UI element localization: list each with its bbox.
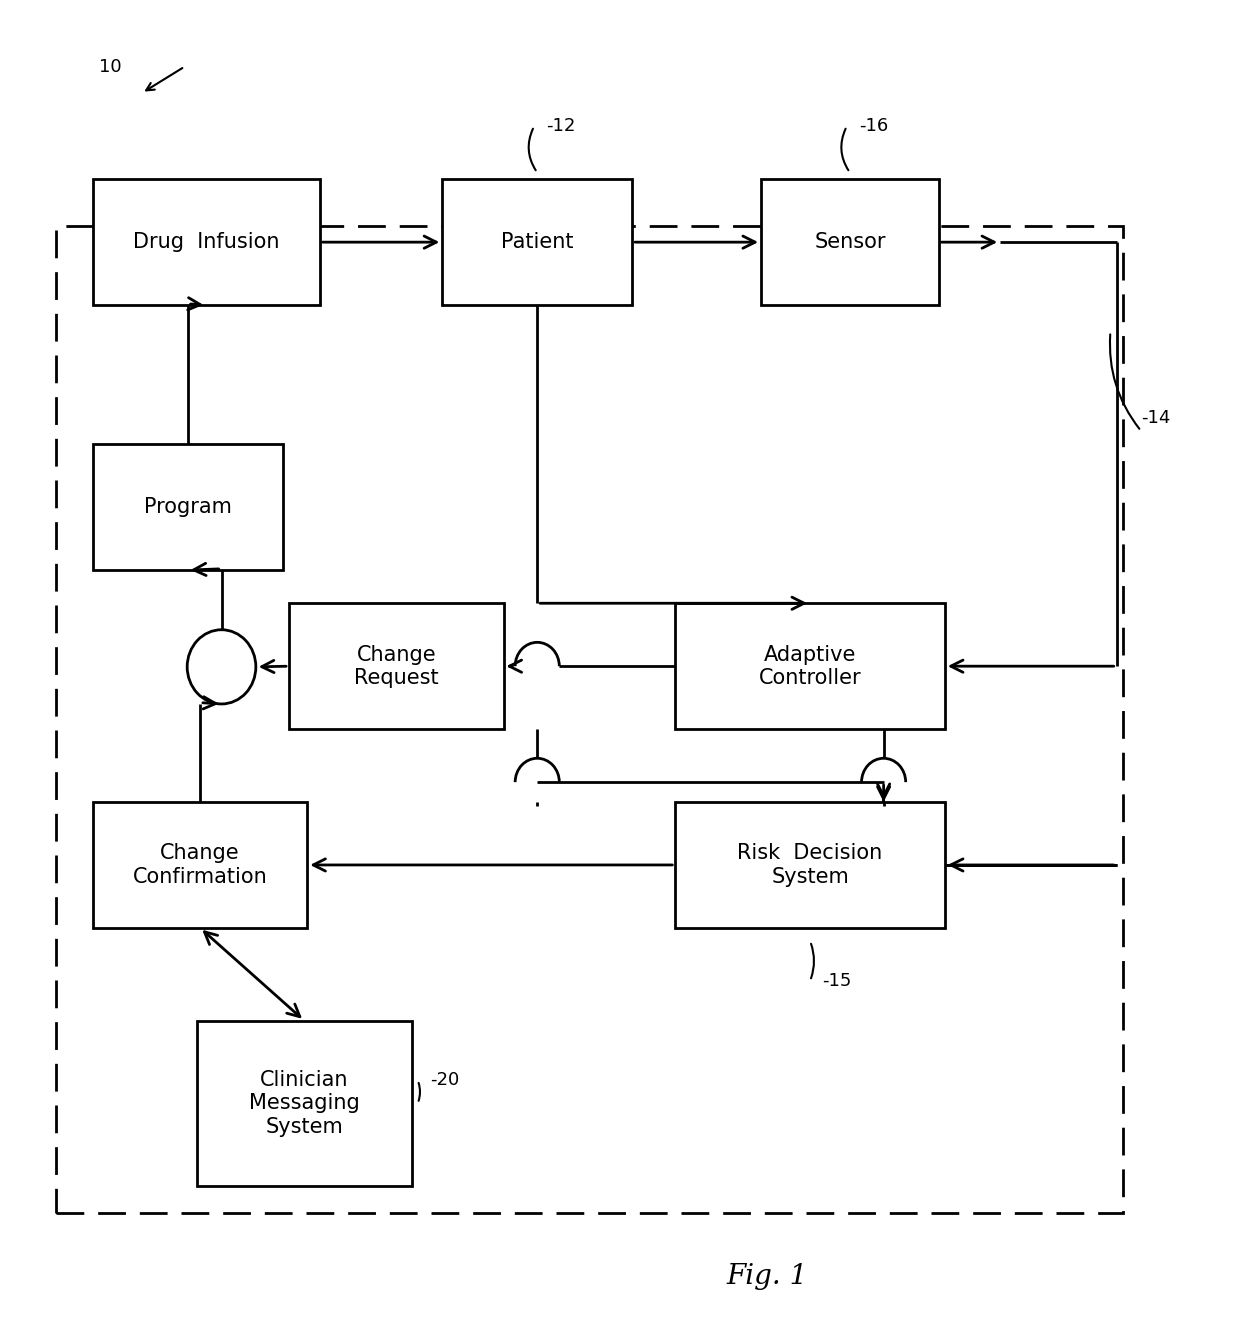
Text: Adaptive
Controller: Adaptive Controller xyxy=(759,644,862,688)
Text: Drug  Infusion: Drug Infusion xyxy=(133,232,279,252)
Text: Risk  Decision
System: Risk Decision System xyxy=(738,844,883,886)
Bar xyxy=(289,604,503,730)
Text: -15: -15 xyxy=(822,972,852,990)
Text: Change
Confirmation: Change Confirmation xyxy=(133,844,268,886)
Text: Program: Program xyxy=(144,497,232,517)
Text: Change
Request: Change Request xyxy=(353,644,439,688)
Text: Clinician
Messaging
System: Clinician Messaging System xyxy=(249,1070,360,1137)
Text: -16: -16 xyxy=(859,118,888,135)
Bar xyxy=(675,604,945,730)
Text: -12: -12 xyxy=(547,118,575,135)
Bar xyxy=(93,179,320,305)
Text: -14: -14 xyxy=(1141,408,1171,427)
Text: Patient: Patient xyxy=(501,232,573,252)
Text: -20: -20 xyxy=(430,1071,459,1090)
Bar xyxy=(197,1020,412,1186)
Text: Sensor: Sensor xyxy=(815,232,885,252)
Bar xyxy=(93,445,283,570)
Bar xyxy=(56,225,1122,1213)
Text: Fig. 1: Fig. 1 xyxy=(727,1263,807,1289)
Bar xyxy=(93,802,308,928)
Bar xyxy=(761,179,939,305)
Bar xyxy=(443,179,632,305)
Text: 10: 10 xyxy=(99,58,122,75)
Circle shape xyxy=(187,629,255,704)
Bar xyxy=(675,802,945,928)
